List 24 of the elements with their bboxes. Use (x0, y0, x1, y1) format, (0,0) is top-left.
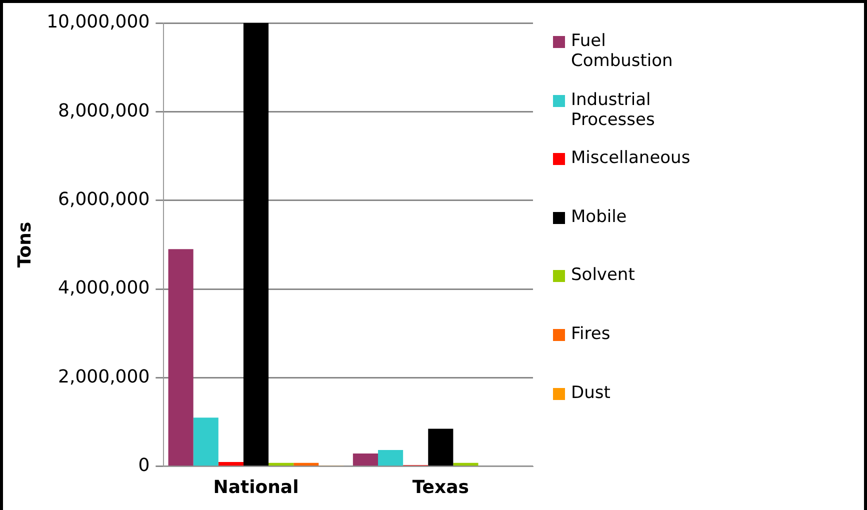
y-tick-label: 8,000,000 (58, 100, 150, 122)
y-tick-label: 6,000,000 (58, 189, 150, 210)
bar (428, 428, 454, 466)
legend-label: Miscellaneous (571, 148, 690, 168)
legend-label: Mobile (571, 206, 627, 227)
legend-label: Solvent (571, 265, 635, 286)
bar (378, 450, 404, 466)
bar (243, 23, 269, 466)
legend-label: Dust (571, 382, 610, 403)
bar (352, 454, 378, 466)
legend-label: Fuel Combustion (571, 31, 674, 71)
y-tick-label: 10,000,000 (46, 12, 150, 33)
bar (168, 249, 194, 466)
x-tick-label: National (213, 476, 299, 498)
legend-label: Industrial Processes (571, 90, 656, 130)
y-tick-label: 4,000,000 (58, 278, 150, 299)
y-tick-label: 2,000,000 (58, 366, 150, 388)
y-tick-label: 0 (138, 455, 150, 476)
y-axis-title: Tons (14, 222, 36, 268)
bar (218, 462, 244, 466)
legend-label: Fires (571, 324, 610, 344)
x-tick-label: Texas (412, 476, 469, 498)
bar (453, 462, 478, 466)
bar (193, 418, 218, 466)
